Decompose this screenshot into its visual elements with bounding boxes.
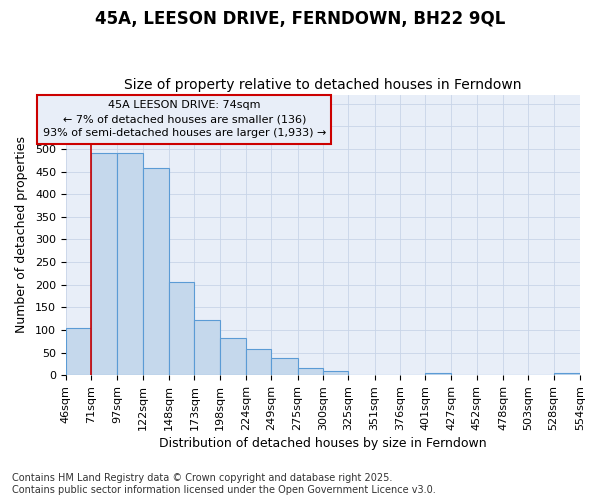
Bar xyxy=(66,328,91,375)
Bar xyxy=(118,154,143,375)
Y-axis label: Number of detached properties: Number of detached properties xyxy=(15,136,28,334)
X-axis label: Distribution of detached houses by size in Ferndown: Distribution of detached houses by size … xyxy=(159,437,487,450)
Bar xyxy=(194,320,220,375)
Bar xyxy=(91,154,118,375)
Bar xyxy=(298,368,323,375)
Bar xyxy=(271,358,298,375)
Bar xyxy=(323,370,348,375)
Bar xyxy=(220,338,246,375)
Text: 45A, LEESON DRIVE, FERNDOWN, BH22 9QL: 45A, LEESON DRIVE, FERNDOWN, BH22 9QL xyxy=(95,10,505,28)
Bar xyxy=(425,373,451,375)
Text: 45A LEESON DRIVE: 74sqm
← 7% of detached houses are smaller (136)
93% of semi-de: 45A LEESON DRIVE: 74sqm ← 7% of detached… xyxy=(43,100,326,138)
Bar xyxy=(554,373,580,375)
Bar xyxy=(143,168,169,375)
Bar xyxy=(169,282,194,375)
Bar xyxy=(246,349,271,375)
Text: Contains HM Land Registry data © Crown copyright and database right 2025.
Contai: Contains HM Land Registry data © Crown c… xyxy=(12,474,436,495)
Title: Size of property relative to detached houses in Ferndown: Size of property relative to detached ho… xyxy=(124,78,521,92)
